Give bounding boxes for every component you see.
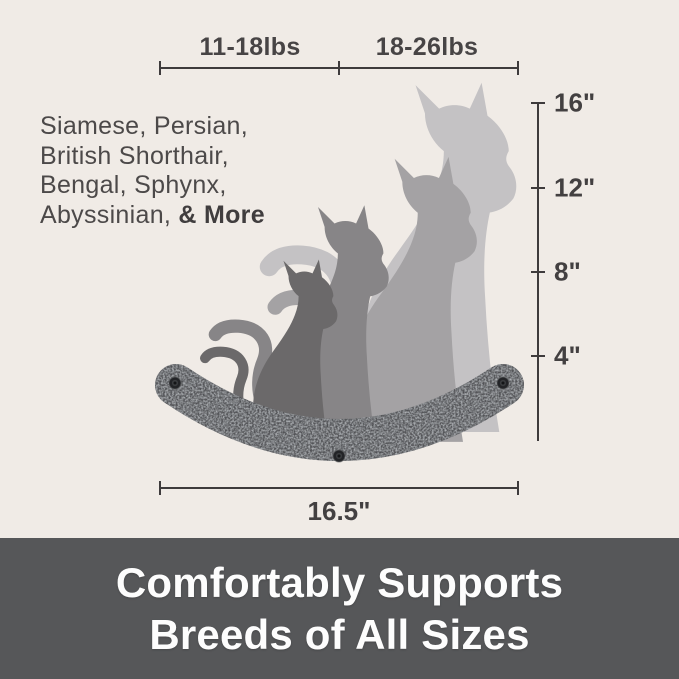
- breed-list-line2: British Shorthair,: [40, 141, 229, 170]
- width-dimension-label: 16.5": [307, 496, 371, 526]
- shelf-curve: [155, 364, 524, 461]
- height-label-16in: 16": [554, 87, 596, 118]
- bottom-banner: Comfortably Supports Breeds of All Sizes: [0, 538, 679, 679]
- dimension-lines: [159, 61, 545, 495]
- felt-shelf: [155, 364, 524, 463]
- banner-line2: Breeds of All Sizes: [149, 610, 530, 658]
- breed-list-line4-regular: Abyssinian,: [40, 200, 179, 229]
- height-label-8in: 8": [554, 256, 581, 287]
- shelf-screw-right: [496, 376, 510, 390]
- breed-list-line4: Abyssinian, & More: [40, 201, 265, 231]
- weight-scale-line: [159, 61, 519, 75]
- height-label-12in: 12": [554, 172, 596, 203]
- height-ruler-line: [531, 102, 545, 441]
- breed-list-line3: Bengal, Sphynx,: [40, 171, 227, 199]
- height-label-4in: 4": [554, 340, 581, 371]
- banner-line1: Comfortably Supports: [115, 558, 564, 606]
- weight-range-large: 18-26lbs: [375, 33, 479, 61]
- shelf-screw-center: [332, 449, 346, 463]
- shelf-screw-left: [168, 376, 182, 390]
- weight-range-small: 11-18lbs: [199, 33, 301, 61]
- breed-list-line1: Siamese, Persian,: [40, 112, 248, 140]
- breed-list: Siamese, Persian, British Shorthair, Ben…: [40, 112, 265, 230]
- width-dimension-line: [159, 481, 519, 495]
- breed-list-line4-bold: & More: [178, 200, 265, 229]
